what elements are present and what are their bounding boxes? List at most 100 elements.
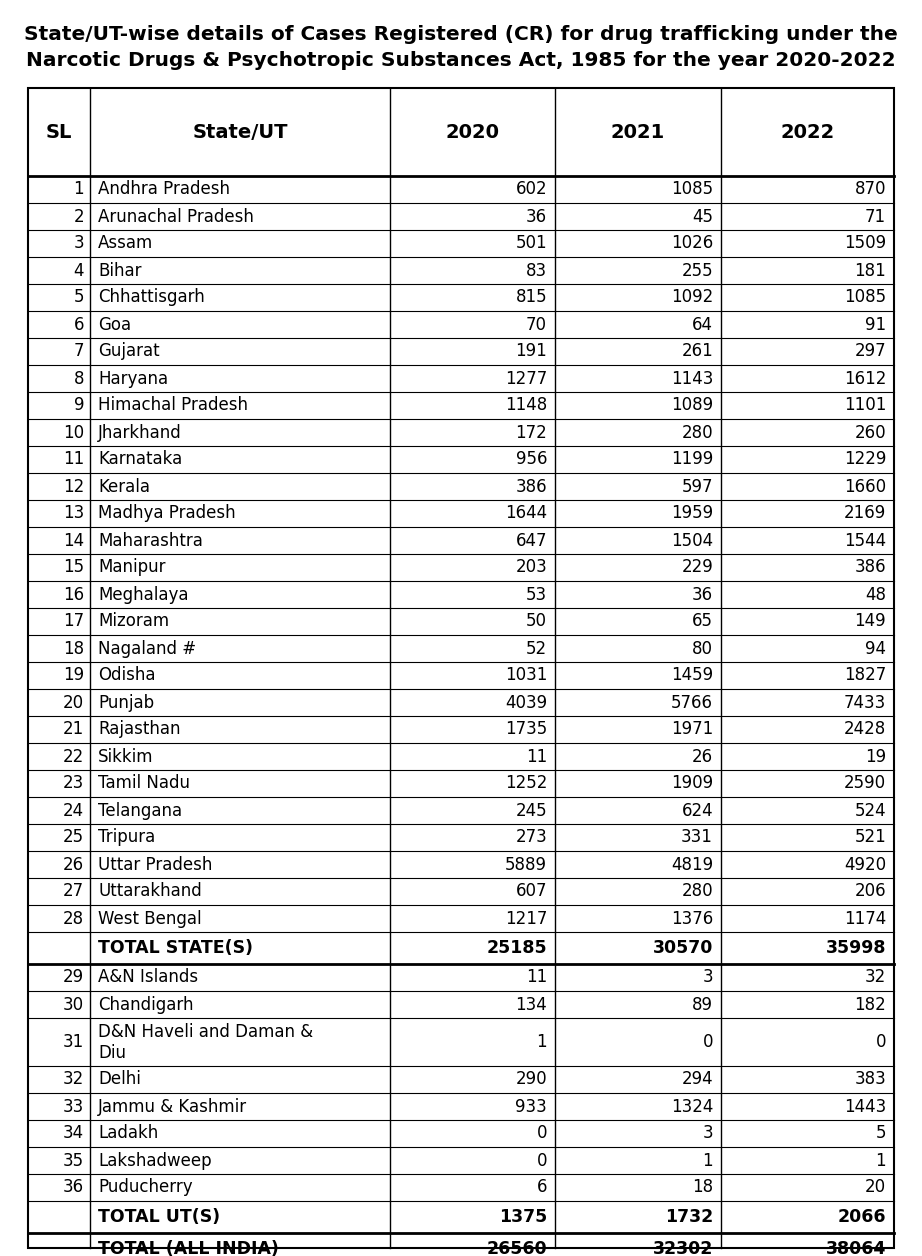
Text: 1735: 1735 [504,721,547,739]
Text: 7433: 7433 [844,693,886,711]
Text: 1376: 1376 [670,909,713,927]
Text: 2428: 2428 [844,721,886,739]
Text: 2590: 2590 [844,775,886,793]
Text: Karnataka: Karnataka [98,451,183,468]
Text: 16: 16 [63,585,84,603]
Text: Assam: Assam [98,235,153,252]
Text: 647: 647 [515,531,547,550]
Text: 5766: 5766 [671,693,713,711]
Text: Telangana: Telangana [98,801,183,819]
Text: 956: 956 [515,451,547,468]
Text: 5: 5 [74,289,84,306]
Text: Bihar: Bihar [98,261,141,280]
Text: West Bengal: West Bengal [98,909,202,927]
Text: 1959: 1959 [671,505,713,522]
Text: 48: 48 [865,585,886,603]
Text: Andhra Pradesh: Andhra Pradesh [98,181,230,198]
Text: 1504: 1504 [671,531,713,550]
Text: 28: 28 [63,909,84,927]
Text: 1085: 1085 [671,181,713,198]
Text: 26: 26 [63,855,84,873]
Text: 30570: 30570 [653,939,713,957]
Text: 521: 521 [855,829,886,847]
Text: 1089: 1089 [671,397,713,414]
Text: 149: 149 [855,613,886,631]
Text: 89: 89 [692,996,713,1014]
Text: 273: 273 [515,829,547,847]
Text: 1: 1 [74,181,84,198]
Text: Lakshadweep: Lakshadweep [98,1152,212,1169]
Text: 1143: 1143 [670,369,713,388]
Text: Arunachal Pradesh: Arunachal Pradesh [98,207,254,226]
Text: 33: 33 [63,1098,84,1115]
Text: 0: 0 [876,1032,886,1051]
Text: 1217: 1217 [504,909,547,927]
Text: 2169: 2169 [844,505,886,522]
Text: 280: 280 [681,423,713,442]
Text: 32: 32 [63,1070,84,1089]
Text: 191: 191 [515,343,547,360]
Text: 4819: 4819 [671,855,713,873]
Text: 1544: 1544 [844,531,886,550]
Text: Chandigarh: Chandigarh [98,996,194,1014]
Text: Narcotic Drugs & Psychotropic Substances Act, 1985 for the year 2020-2022: Narcotic Drugs & Psychotropic Substances… [26,50,896,69]
Text: Sikkim: Sikkim [98,747,153,765]
Text: 1031: 1031 [504,667,547,685]
Text: 182: 182 [855,996,886,1014]
Text: 83: 83 [526,261,547,280]
Text: 386: 386 [855,559,886,577]
Text: Diu: Diu [98,1044,126,1061]
Text: 524: 524 [855,801,886,819]
Text: 70: 70 [526,315,547,334]
Text: 1375: 1375 [499,1208,547,1226]
Text: 27: 27 [63,883,84,901]
Text: 1229: 1229 [844,451,886,468]
Text: 1: 1 [875,1152,886,1169]
Text: 38064: 38064 [825,1240,886,1256]
Text: 64: 64 [692,315,713,334]
Text: 1148: 1148 [504,397,547,414]
Text: 34: 34 [63,1124,84,1143]
Text: 1660: 1660 [844,477,886,496]
Text: 2: 2 [74,207,84,226]
Text: 1252: 1252 [504,775,547,793]
Text: 331: 331 [681,829,713,847]
Text: Rajasthan: Rajasthan [98,721,181,739]
Text: Himachal Pradesh: Himachal Pradesh [98,397,248,414]
Text: 870: 870 [855,181,886,198]
Text: 1: 1 [703,1152,713,1169]
Text: 2021: 2021 [611,123,665,142]
Text: 15: 15 [63,559,84,577]
Text: 91: 91 [865,315,886,334]
Text: 2020: 2020 [445,123,500,142]
Text: 18: 18 [692,1178,713,1197]
Text: 1199: 1199 [670,451,713,468]
Text: Haryana: Haryana [98,369,168,388]
Text: 1: 1 [537,1032,547,1051]
Text: Kerala: Kerala [98,477,150,496]
Text: 245: 245 [515,801,547,819]
Text: 1459: 1459 [671,667,713,685]
Text: 294: 294 [681,1070,713,1089]
Text: 52: 52 [526,639,547,657]
Text: 36: 36 [63,1178,84,1197]
Text: 31: 31 [63,1032,84,1051]
Text: Puducherry: Puducherry [98,1178,193,1197]
Text: 4039: 4039 [505,693,547,711]
Text: 261: 261 [681,343,713,360]
Text: Madhya Pradesh: Madhya Pradesh [98,505,236,522]
Text: 229: 229 [681,559,713,577]
Text: 1612: 1612 [844,369,886,388]
Text: 501: 501 [515,235,547,252]
Text: 20: 20 [63,693,84,711]
Text: Odisha: Odisha [98,667,156,685]
Text: 0: 0 [537,1124,547,1143]
Text: Goa: Goa [98,315,131,334]
Text: 36: 36 [526,207,547,226]
Text: 12: 12 [63,477,84,496]
Text: Manipur: Manipur [98,559,166,577]
Text: 1971: 1971 [670,721,713,739]
Text: 203: 203 [515,559,547,577]
Text: 1324: 1324 [670,1098,713,1115]
Text: 607: 607 [515,883,547,901]
